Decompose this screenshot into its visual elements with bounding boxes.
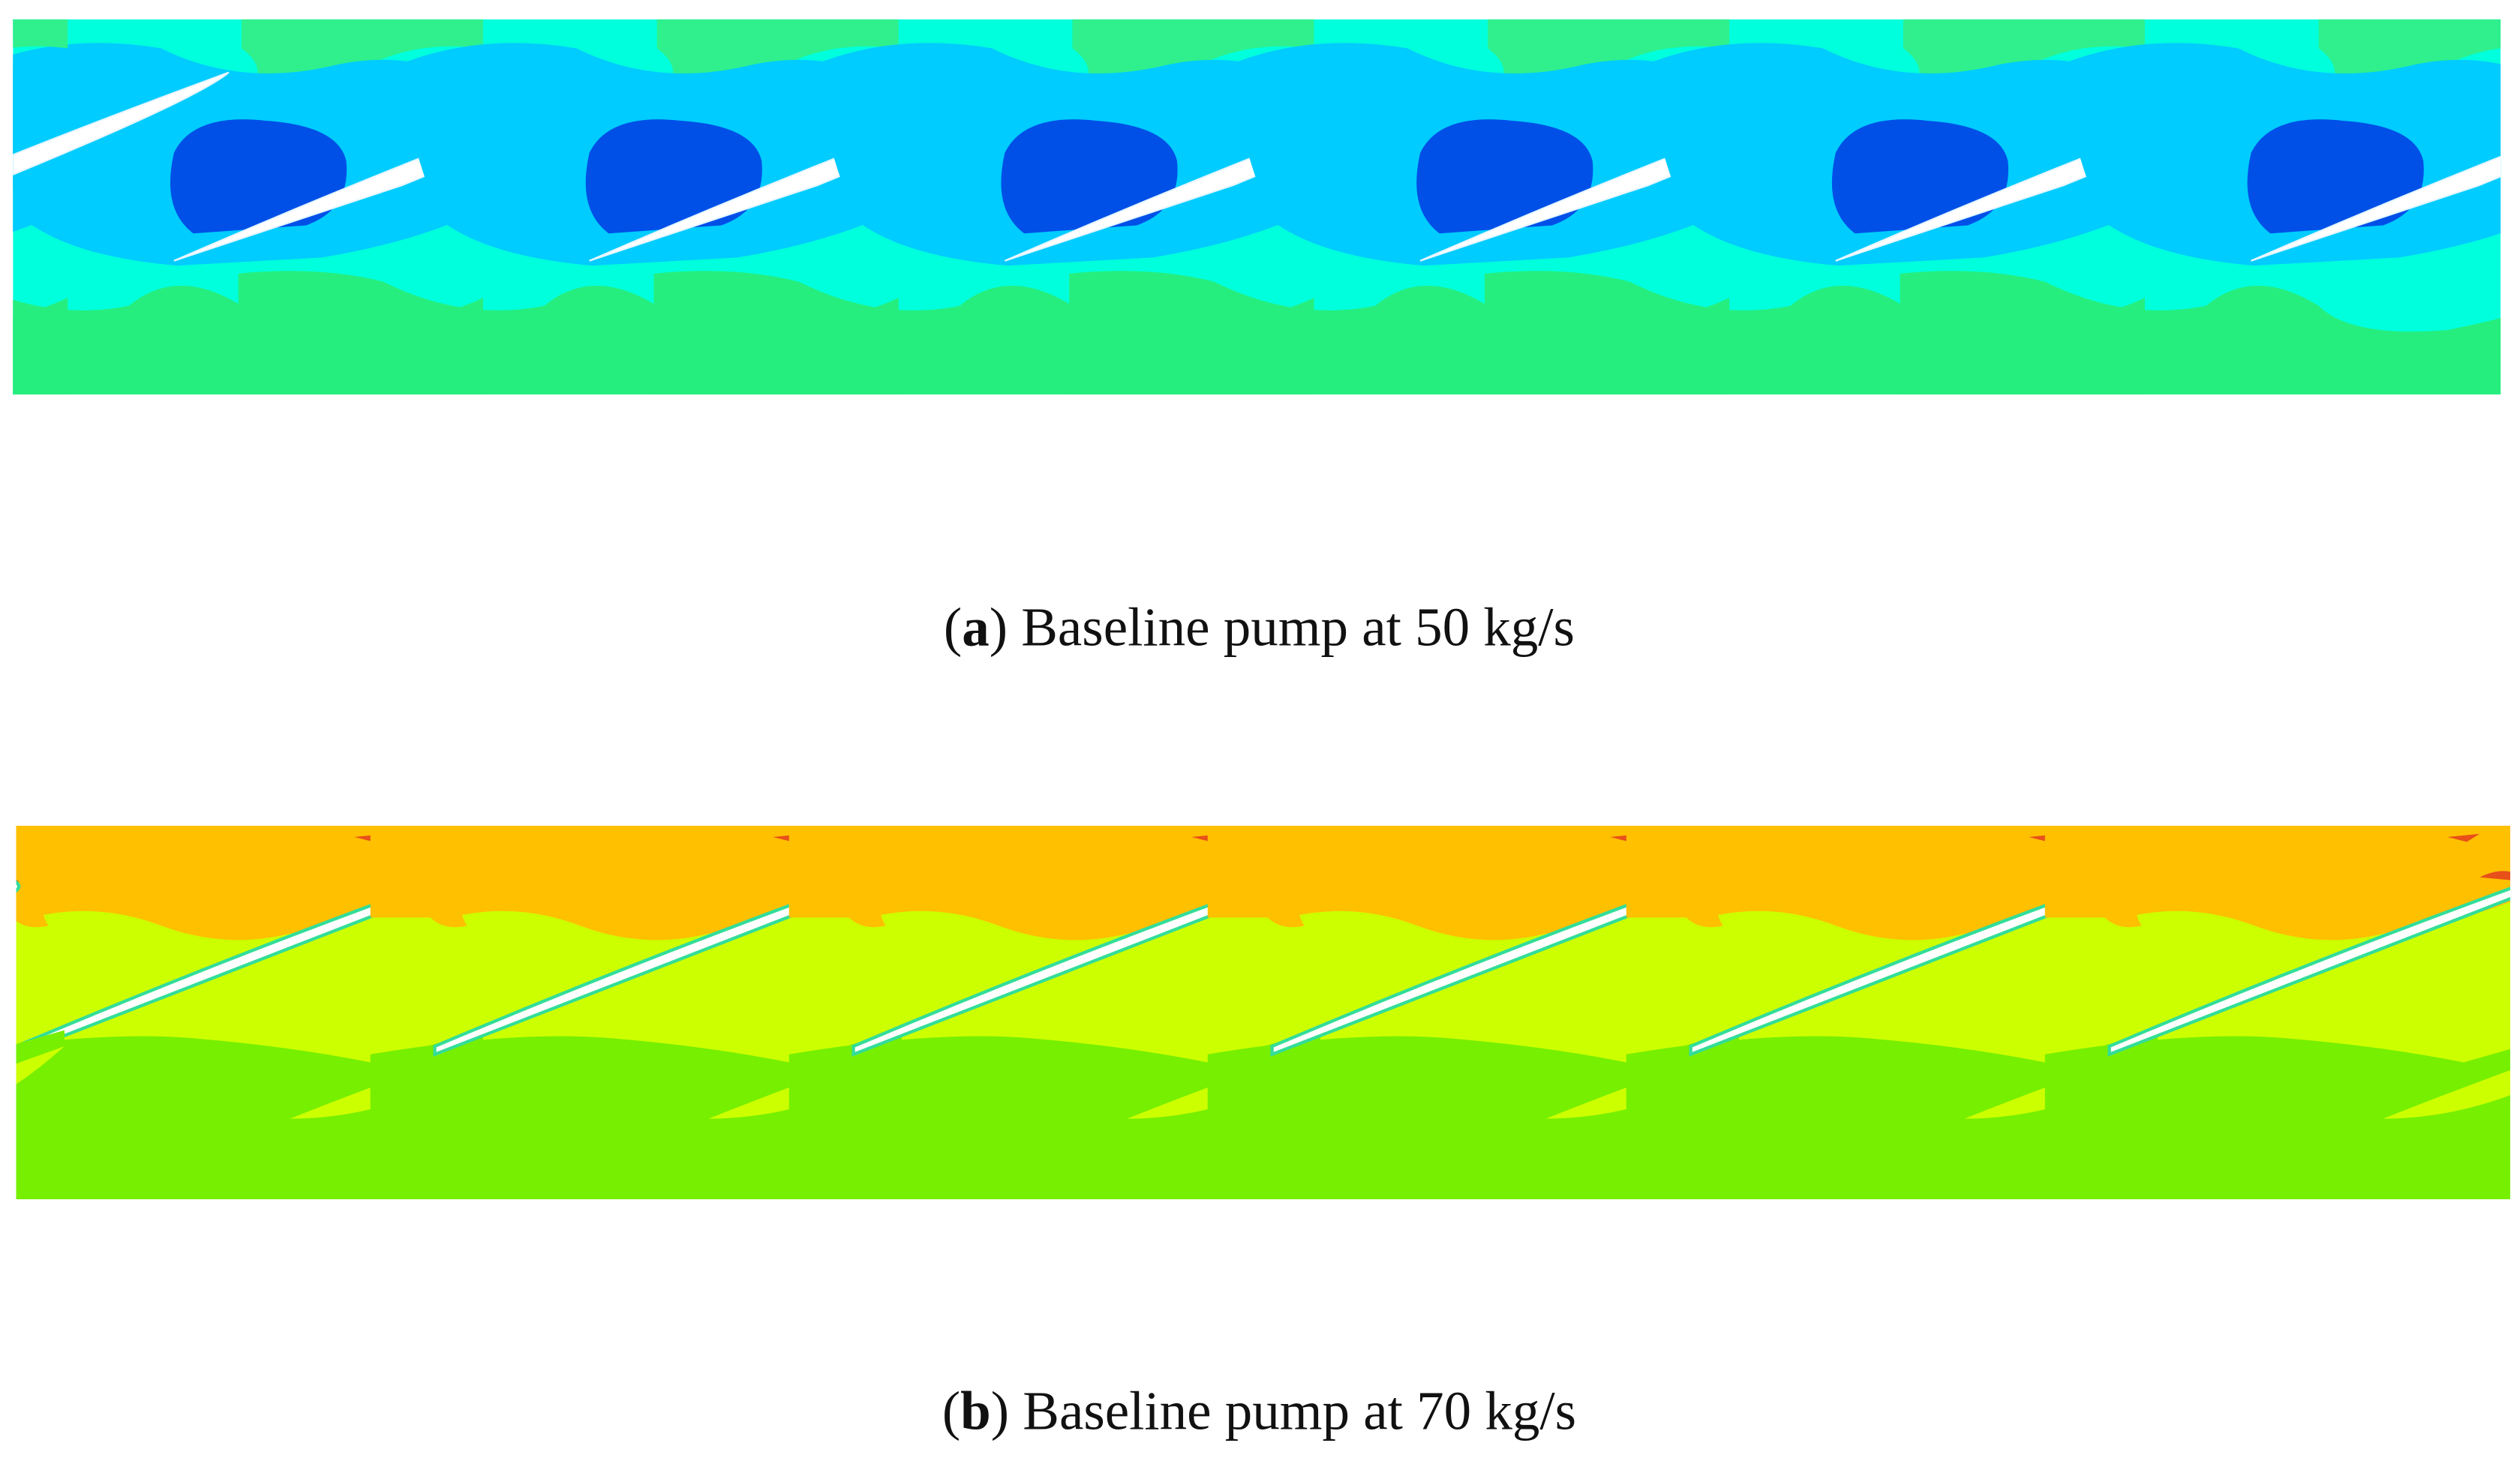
panel-label: a [962, 596, 989, 657]
caption-text: ) Baseline pump at 70 kg/s [991, 1380, 1576, 1441]
caption-open: ( [944, 596, 962, 657]
caption-b: (b) Baseline pump at 70 kg/s [942, 1380, 1576, 1441]
caption-text: ) Baseline pump at 50 kg/s [990, 596, 1575, 657]
panel-label: b [960, 1380, 991, 1441]
caption-a: (a) Baseline pump at 50 kg/s [944, 596, 1575, 657]
contour-plot-b [16, 826, 2520, 1208]
caption-open: ( [942, 1380, 960, 1441]
contour-plot-a [13, 19, 2501, 394]
